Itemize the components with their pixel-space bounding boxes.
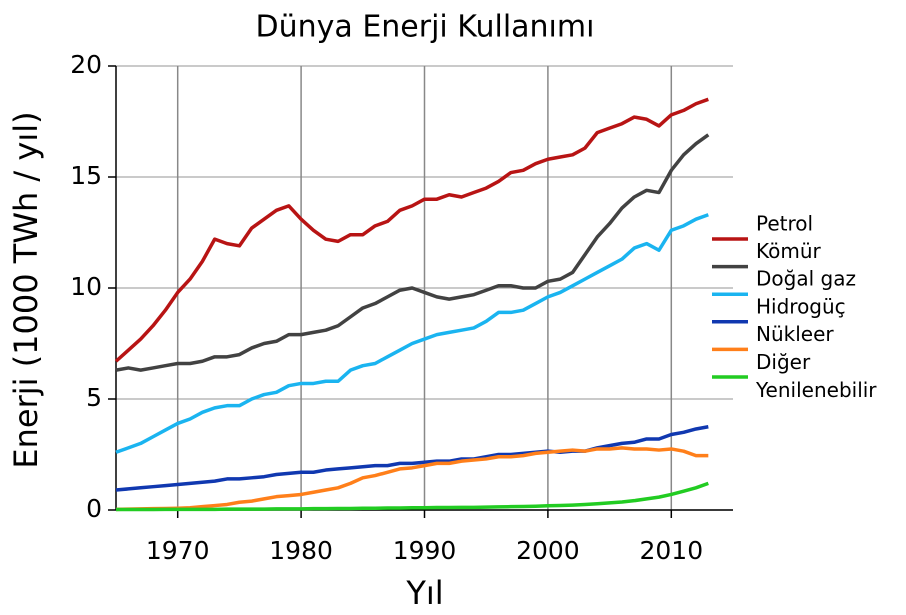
- legend-label: Nükleer: [756, 322, 834, 346]
- y-tick-label: 10: [70, 272, 102, 301]
- x-tick-label: 2000: [516, 536, 580, 565]
- x-axis-label: Yıl: [405, 574, 443, 612]
- legend-label: Diğer Yenilenebilir: [755, 350, 877, 402]
- series-line: [115, 133, 710, 372]
- x-tick-label: 2010: [639, 536, 703, 565]
- y-tick-label: 5: [86, 383, 102, 412]
- legend-label: Hidrogüç: [756, 294, 846, 318]
- x-tick-label: 1970: [146, 536, 210, 565]
- y-tick-label: 20: [70, 50, 102, 79]
- legend-label: Petrol: [756, 212, 813, 236]
- chart-title: Dünya Enerji Kullanımı: [256, 10, 595, 45]
- y-tick-label: 0: [86, 494, 102, 523]
- series-line: [115, 446, 709, 512]
- legend-label: Kömür: [756, 239, 822, 263]
- y-axis-label: Enerji (1000 TWh / yıl): [7, 111, 45, 468]
- series-line: [115, 213, 709, 454]
- series-line: [116, 481, 709, 512]
- series-line: [115, 425, 709, 492]
- series-line: [114, 97, 709, 363]
- legend-label: Doğal gaz: [756, 267, 856, 291]
- x-tick-label: 1980: [269, 536, 333, 565]
- x-tick-label: 1990: [393, 536, 457, 565]
- y-tick-label: 15: [70, 161, 102, 190]
